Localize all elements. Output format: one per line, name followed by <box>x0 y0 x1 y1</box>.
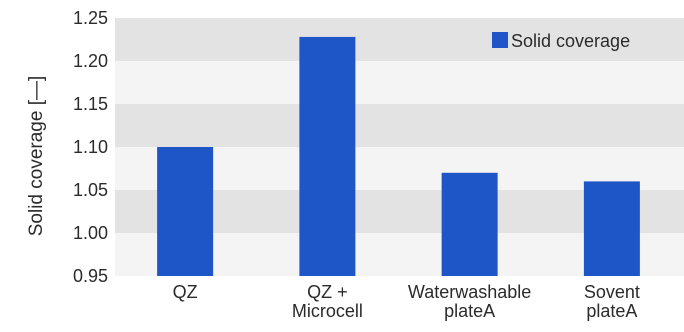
x-tick-label: QZ + Microcell <box>292 282 363 321</box>
y-tick-label: 1.20 <box>73 51 108 71</box>
y-tick-label: 0.95 <box>73 266 108 286</box>
y-axis-label: Solid coverage [—] <box>26 76 47 237</box>
legend: Solid coverage <box>492 31 630 51</box>
y-tick-label: 1.05 <box>73 180 108 200</box>
bar <box>583 181 640 276</box>
bar <box>299 36 356 276</box>
x-tick-label-line: plateA <box>586 301 637 321</box>
bar <box>441 172 498 276</box>
x-tick-label-line: QZ <box>173 282 198 302</box>
x-tick-label-line: QZ + <box>307 282 348 302</box>
x-tick-label-line: Waterwashable <box>408 282 531 302</box>
grid-band <box>115 18 684 61</box>
legend-swatch <box>492 32 508 48</box>
x-tick-label: Sovent plateA <box>584 282 640 321</box>
y-tick-label: 1.10 <box>73 137 108 157</box>
x-tick-label: Waterwashable plateA <box>408 282 531 321</box>
grid-band <box>115 61 684 104</box>
x-tick-label-line: Sovent <box>584 282 640 302</box>
bars <box>157 36 640 276</box>
x-tick-label-line: Microcell <box>292 301 363 321</box>
legend-label: Solid coverage <box>511 31 630 51</box>
y-tick-label: 1.25 <box>73 8 108 28</box>
grid-band <box>115 104 684 147</box>
bar <box>157 147 214 276</box>
x-tick-label: QZ <box>173 282 198 302</box>
x-tick-label-line: plateA <box>444 301 495 321</box>
y-tick-label: 1.15 <box>73 94 108 114</box>
y-axis-ticks: 0.95 1.00 1.05 1.10 1.15 1.20 1.25 <box>73 8 108 286</box>
y-tick-label: 1.00 <box>73 223 108 243</box>
